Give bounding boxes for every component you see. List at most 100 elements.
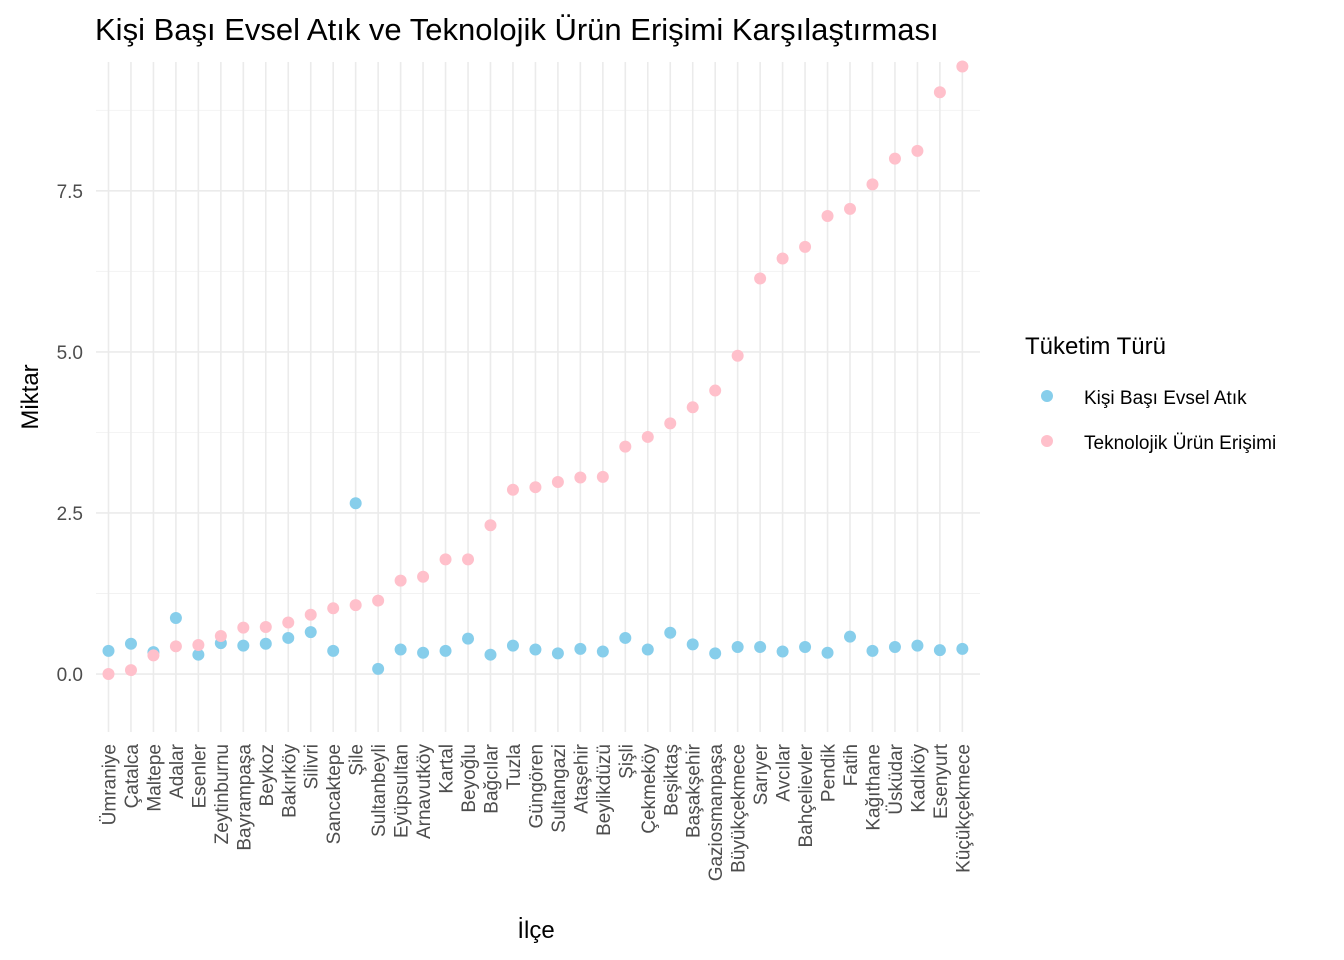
x-tick-label: Avcılar bbox=[774, 743, 795, 801]
y-tick-label: 0.0 bbox=[57, 665, 83, 686]
x-tick-label: Bağcılar bbox=[481, 743, 502, 813]
point-tech bbox=[462, 553, 475, 566]
x-tick-label: Eyüpsultan bbox=[392, 744, 413, 838]
x-tick-label: Bahçelievler bbox=[796, 743, 817, 847]
chart-title: Kişi Başı Evsel Atık ve Teknolojik Ürün … bbox=[95, 12, 939, 47]
legend-key-tech bbox=[1041, 435, 1053, 447]
legend-key-waste bbox=[1041, 390, 1053, 402]
x-axis-title: İlçe bbox=[517, 917, 554, 944]
point-tech bbox=[866, 178, 879, 191]
x-tick-label: Pendik bbox=[819, 744, 840, 803]
point-tech bbox=[169, 640, 182, 653]
point-waste bbox=[462, 632, 475, 645]
x-tick-label: Esenyurt bbox=[931, 743, 952, 819]
point-waste bbox=[933, 644, 946, 657]
point-tech bbox=[641, 430, 654, 443]
x-tick-label: Şile bbox=[347, 744, 368, 776]
x-tick-label: Güngören bbox=[526, 744, 547, 829]
point-waste bbox=[417, 646, 430, 659]
x-tick-label: Çekmeköy bbox=[639, 744, 660, 834]
point-tech bbox=[192, 639, 205, 652]
point-tech bbox=[709, 384, 722, 397]
point-tech bbox=[754, 272, 767, 285]
x-tick-label: Fatih bbox=[841, 744, 862, 786]
point-waste bbox=[686, 638, 699, 651]
point-tech bbox=[596, 470, 609, 483]
x-tick-label: Ümraniye bbox=[100, 744, 121, 825]
point-tech bbox=[124, 664, 137, 677]
data-points bbox=[102, 60, 969, 681]
y-axis-title: Miktar bbox=[17, 364, 44, 429]
point-tech bbox=[799, 240, 812, 253]
point-waste bbox=[866, 644, 879, 657]
point-waste bbox=[439, 644, 452, 657]
point-waste bbox=[844, 630, 857, 643]
point-waste bbox=[506, 639, 519, 652]
point-waste bbox=[259, 637, 272, 650]
point-tech bbox=[911, 144, 924, 157]
point-waste bbox=[956, 642, 969, 655]
point-tech bbox=[529, 481, 542, 494]
x-tick-label: Sultanbeyli bbox=[369, 744, 390, 837]
point-waste bbox=[731, 640, 744, 653]
x-tick-label: Maltepe bbox=[144, 744, 165, 812]
x-tick-label: Şişli bbox=[616, 744, 637, 779]
point-waste bbox=[529, 643, 542, 656]
point-waste bbox=[484, 648, 497, 661]
y-axis-ticks: 0.0 2.5 5.0 7.5 bbox=[57, 182, 83, 686]
point-tech bbox=[844, 202, 857, 215]
x-tick-label: Kağıthane bbox=[863, 744, 884, 831]
point-tech bbox=[417, 570, 430, 583]
x-tick-label: Adalar bbox=[167, 743, 188, 799]
x-tick-label: Kartal bbox=[437, 744, 458, 794]
point-waste bbox=[709, 647, 722, 660]
point-waste bbox=[327, 644, 340, 657]
point-waste bbox=[124, 637, 137, 650]
point-waste bbox=[192, 648, 205, 661]
point-tech bbox=[439, 553, 452, 566]
point-waste bbox=[641, 643, 654, 656]
y-tick-label: 5.0 bbox=[57, 343, 83, 364]
point-waste bbox=[372, 662, 385, 675]
legend-label-waste: Kişi Başı Evsel Atık bbox=[1084, 388, 1247, 409]
point-tech bbox=[327, 602, 340, 615]
point-tech bbox=[304, 608, 317, 621]
point-tech bbox=[102, 668, 115, 681]
point-tech bbox=[506, 483, 519, 496]
point-tech bbox=[933, 86, 946, 99]
point-waste bbox=[102, 644, 115, 657]
y-tick-label: 7.5 bbox=[57, 182, 83, 203]
x-tick-label: Bakırköy bbox=[279, 744, 300, 818]
x-tick-label: Silivri bbox=[302, 744, 323, 789]
grid-lines bbox=[96, 62, 980, 732]
x-tick-label: Sarıyer bbox=[751, 743, 772, 805]
x-tick-label: Gaziosmanpaşa bbox=[706, 744, 727, 882]
x-tick-label: Tuzla bbox=[504, 744, 525, 790]
point-tech bbox=[484, 519, 497, 532]
x-tick-label: Beşiktaş bbox=[661, 744, 682, 816]
x-tick-label: Küçükçekmece bbox=[953, 744, 974, 873]
x-tick-label: Beyoğlu bbox=[459, 744, 480, 813]
point-waste bbox=[888, 640, 901, 653]
point-waste bbox=[282, 631, 295, 644]
legend-label-tech: Teknolojik Ürün Erişimi bbox=[1084, 433, 1276, 454]
point-tech bbox=[888, 152, 901, 165]
point-tech bbox=[282, 616, 295, 629]
x-tick-label: Sultangazi bbox=[549, 744, 570, 833]
point-tech bbox=[372, 594, 385, 607]
x-tick-label: Sancaktepe bbox=[324, 744, 345, 844]
x-tick-label: Ataşehir bbox=[571, 743, 592, 813]
point-tech bbox=[664, 417, 677, 430]
point-tech bbox=[619, 440, 632, 453]
point-waste bbox=[619, 631, 632, 644]
x-tick-label: Üsküdar bbox=[886, 743, 907, 814]
x-tick-label: Beykoz bbox=[257, 744, 278, 806]
point-waste bbox=[799, 640, 812, 653]
x-tick-label: Büyükçekmece bbox=[729, 744, 750, 873]
x-tick-label: Kadıköy bbox=[908, 744, 929, 813]
point-waste bbox=[304, 626, 317, 639]
x-tick-label: Beylikdüzü bbox=[594, 744, 615, 836]
point-tech bbox=[574, 471, 587, 484]
point-tech bbox=[259, 620, 272, 633]
